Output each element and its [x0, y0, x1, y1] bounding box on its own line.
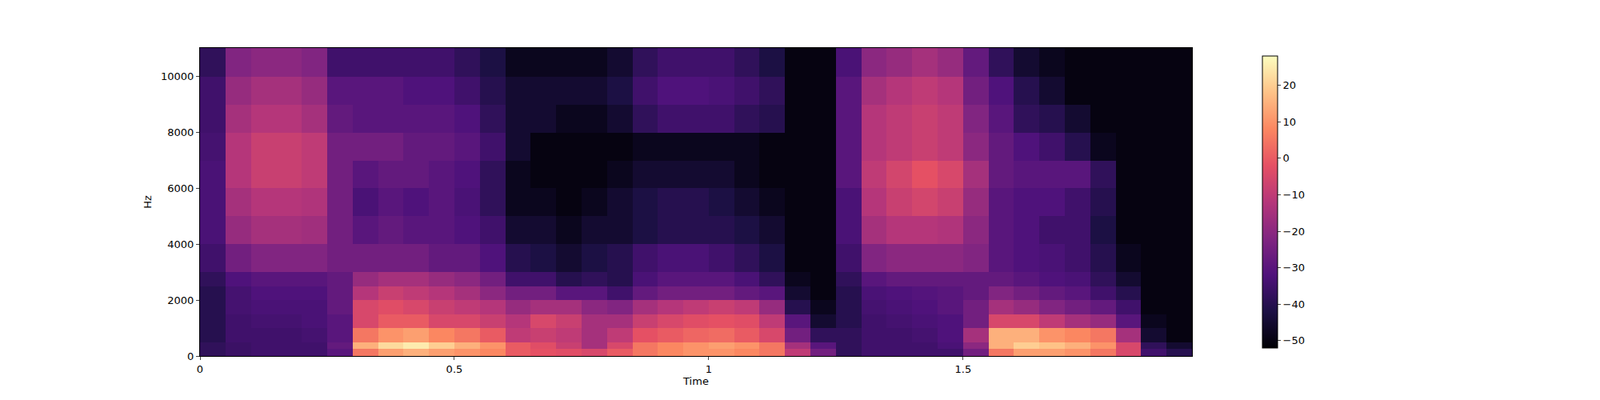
- svg-text:−30: −30: [1283, 261, 1305, 274]
- svg-text:4000: 4000: [167, 238, 194, 251]
- svg-text:6000: 6000: [167, 182, 194, 195]
- svg-text:Hz: Hz: [141, 195, 154, 209]
- svg-text:−50: −50: [1283, 334, 1305, 347]
- svg-text:Time: Time: [682, 375, 709, 388]
- svg-text:0: 0: [196, 363, 204, 376]
- svg-text:−20: −20: [1283, 225, 1305, 238]
- svg-text:8000: 8000: [167, 126, 194, 139]
- svg-text:0: 0: [187, 350, 194, 363]
- svg-text:1: 1: [705, 363, 712, 376]
- svg-text:10000: 10000: [160, 70, 194, 83]
- svg-text:−10: −10: [1283, 188, 1305, 201]
- svg-text:2000: 2000: [167, 294, 194, 307]
- svg-text:1.5: 1.5: [955, 363, 972, 376]
- svg-text:0: 0: [1283, 152, 1290, 164]
- svg-text:10: 10: [1283, 116, 1297, 128]
- svg-text:−40: −40: [1283, 298, 1305, 311]
- svg-text:20: 20: [1283, 79, 1297, 92]
- svg-text:0.5: 0.5: [446, 363, 464, 376]
